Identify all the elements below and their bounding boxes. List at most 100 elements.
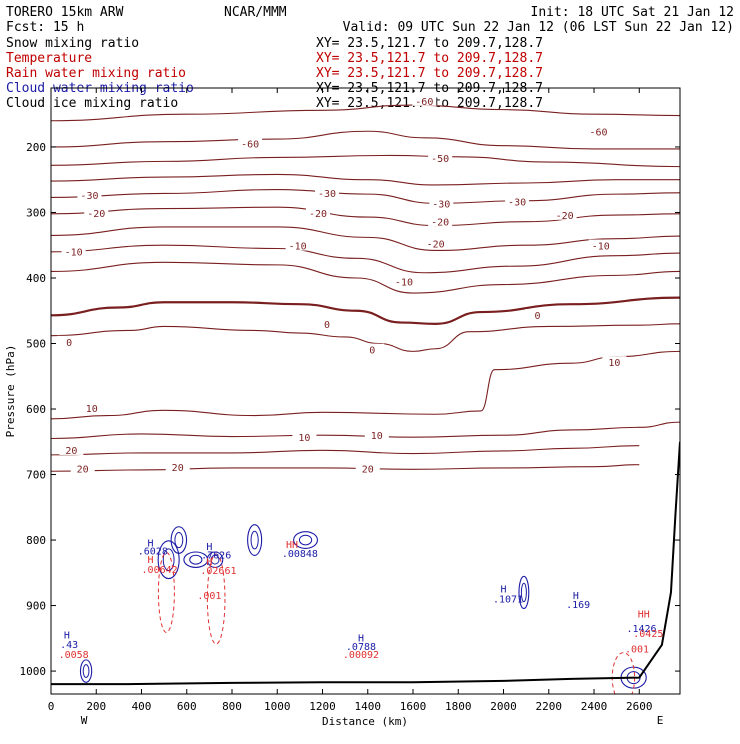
- extrema-label: .0058: [59, 650, 89, 661]
- rain-water-contour: [206, 553, 226, 645]
- isotherm-label: 20: [65, 446, 77, 457]
- isotherm-label-bg: [602, 356, 627, 368]
- extrema-label: H: [573, 591, 579, 602]
- init-time: Init: 18 UTC Sat 21 Jan 12: [531, 5, 735, 20]
- isotherm-label-bg: [79, 402, 104, 414]
- isotherm-label: -20: [427, 240, 445, 251]
- isotherm-8: [51, 261, 680, 294]
- isotherm-label-bg: [305, 206, 330, 218]
- y-tick-label: 300: [26, 206, 46, 219]
- extrema-label: H: [148, 555, 154, 566]
- x-tick-label: 1600: [400, 700, 427, 713]
- y-tick-label: 400: [26, 272, 46, 285]
- extrema-label: H: [501, 584, 507, 595]
- isotherm-12: [51, 421, 680, 440]
- extrema-label: .6028: [138, 546, 168, 557]
- extrema-label: .0425: [633, 629, 663, 640]
- x-tick-label: 600: [177, 700, 197, 713]
- isotherm-label: -20: [87, 209, 105, 220]
- forecast-hour: Fcst: 15 h: [6, 20, 84, 35]
- cloud-water-contour: [79, 659, 93, 683]
- isotherm-label-bg: [238, 137, 263, 149]
- isotherm-label-bg: [391, 275, 416, 287]
- cloud-water-contour: [157, 540, 180, 580]
- isotherm-label-bg: [285, 239, 310, 251]
- y-tick-label: 800: [26, 534, 46, 547]
- isotherm-label: -60: [241, 139, 259, 150]
- isotherm-7: [51, 244, 680, 274]
- x-axis-ticks: 0 200 400 600 800 1000 1200 1400 1600 1800 2000 220…: [48, 88, 653, 713]
- extrema-label: HH: [286, 540, 298, 551]
- isotherm-label-bg: [315, 187, 340, 199]
- terrain-line: [51, 441, 680, 686]
- isotherm-label: 10: [608, 358, 620, 369]
- x-tick-label: 200: [86, 700, 106, 713]
- isotherm-13: [51, 445, 640, 456]
- y-tick-label: 1000: [20, 665, 47, 678]
- field-name-temperature: Temperature: [6, 51, 92, 66]
- cloud-water-contour: [247, 524, 263, 556]
- isotherm-11: [51, 350, 680, 420]
- isotherm-label-bg: [355, 462, 380, 474]
- cloud-water-contour-inner: [82, 664, 90, 678]
- field-name-cloud-ice: Cloud ice mixing ratio: [6, 96, 178, 111]
- cloud-water-contour-inner: [174, 531, 184, 549]
- isotherm-label-bg: [428, 151, 453, 163]
- isotherm-label: -10: [592, 242, 610, 253]
- x-tick-label: 2600: [626, 700, 653, 713]
- x-tick-label: 400: [132, 700, 152, 713]
- x-tick-label: 2000: [490, 700, 517, 713]
- plot-area: -60 -60 -60 -50 -30 -30 -30 -30 -20 -20 -20 -20 -20 -…: [51, 94, 680, 694]
- y-tick-label: 200: [26, 141, 46, 154]
- isotherm-label-bg: [429, 197, 454, 209]
- isotherm-label-bg: [588, 239, 613, 251]
- isotherm-label: 0: [324, 320, 330, 331]
- field-xy-snow: XY= 23.5,121.7 to 209.7,128.7: [316, 36, 543, 51]
- extrema-label: .001: [625, 645, 649, 656]
- isotherm-label-bg: [77, 189, 102, 201]
- isotherm-label: -30: [508, 198, 526, 209]
- isotherm-label-bg: [364, 428, 389, 440]
- isotherm-label: -30: [432, 200, 450, 211]
- isotherm-label: -50: [431, 154, 449, 165]
- isotherm-label: -10: [65, 247, 83, 258]
- isotherm-label: 0: [369, 346, 375, 357]
- isotherm-label: -20: [309, 209, 327, 220]
- y-tick-label: 900: [26, 600, 46, 613]
- y-axis-label: Pressure (hPa): [4, 345, 17, 438]
- extrema-label: .43: [60, 640, 78, 651]
- cloud-water-contour-inner: [250, 530, 259, 550]
- cloud-water-contour: [293, 531, 318, 549]
- isotherm-14: [51, 464, 640, 472]
- isotherm-4: [51, 188, 680, 204]
- isotherm-label-bg: [423, 237, 448, 249]
- extrema-label: .001: [197, 591, 221, 602]
- valid-time: Valid: 09 UTC Sun 22 Jan 12 (06 LST Sun …: [343, 20, 734, 35]
- isotherm-label-bg: [428, 215, 453, 227]
- isotherm-label: 10: [371, 431, 383, 442]
- extrema-label: .00848: [282, 549, 318, 560]
- extrema-label: H: [206, 557, 212, 568]
- isotherm-label-bg: [552, 208, 577, 220]
- field-xy-temperature: XY= 23.5,121.7 to 209.7,128.7: [316, 51, 543, 66]
- isotherm-label: 20: [172, 463, 184, 474]
- x-tick-label: 1000: [264, 700, 291, 713]
- isotherm-label: 20: [77, 464, 89, 475]
- field-name-rain: Rain water mixing ratio: [6, 66, 186, 81]
- extrema-label: .169: [566, 600, 590, 611]
- isotherm-label-bg: [57, 335, 82, 347]
- isotherm-label: -20: [556, 211, 574, 222]
- cloud-water-contour-inner: [210, 554, 220, 565]
- isotherm-3: [51, 173, 680, 186]
- isotherm-6: [51, 226, 680, 252]
- cloud-water-contour-inner: [520, 582, 527, 603]
- isotherm-1: [51, 104, 680, 122]
- isotherm-5: [51, 206, 680, 227]
- rain-water-contour: [157, 551, 175, 633]
- isotherm-label-bg: [505, 195, 530, 207]
- isotherm-label: 10: [86, 404, 98, 415]
- isotherm-label-bg: [292, 430, 317, 442]
- isotherm-label: -10: [395, 278, 413, 289]
